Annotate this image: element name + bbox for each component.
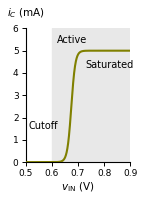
Text: $i_C$ (mA): $i_C$ (mA) (7, 7, 45, 20)
Text: Saturated: Saturated (86, 60, 134, 70)
Text: Cutoff: Cutoff (28, 121, 58, 131)
Bar (52, 28, 130, 162)
X-axis label: $v_{\mathrm{IN}}$ (V): $v_{\mathrm{IN}}$ (V) (61, 181, 95, 194)
Text: Active: Active (57, 35, 87, 45)
